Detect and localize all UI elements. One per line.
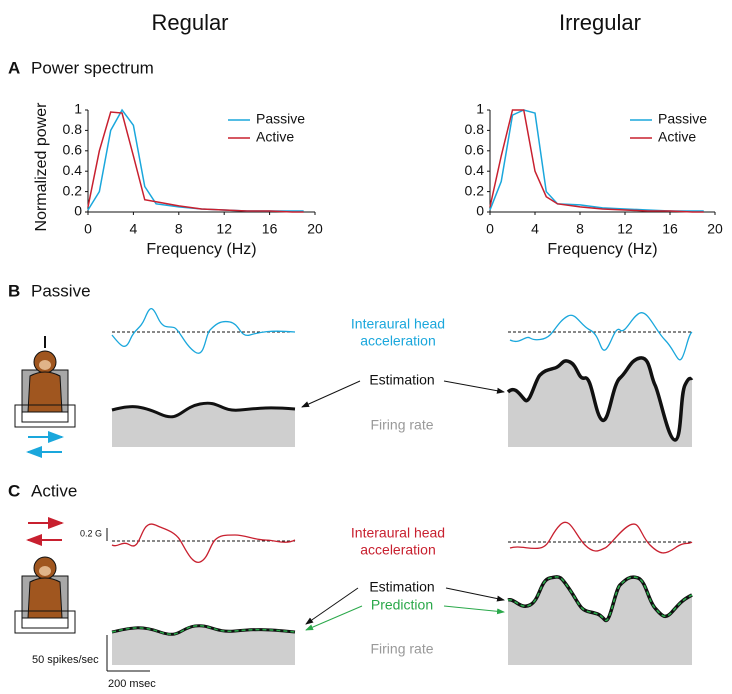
x-tick-label: 8 bbox=[576, 221, 584, 237]
y-axis-label: Normalized power bbox=[33, 102, 50, 232]
x-tick-label: 4 bbox=[130, 221, 138, 237]
annotation: Estimation bbox=[369, 372, 434, 388]
x-axis-label: Frequency (Hz) bbox=[146, 241, 256, 258]
scale-label: 200 msec bbox=[108, 678, 156, 690]
legend-label: Passive bbox=[256, 111, 305, 127]
scale-label: 50 spikes/sec bbox=[32, 654, 99, 666]
legend-label: Passive bbox=[658, 111, 707, 127]
x-tick-label: 4 bbox=[531, 221, 539, 237]
panel-title: Power spectrum bbox=[31, 58, 154, 77]
line-series bbox=[87, 111, 304, 213]
annotation: acceleration bbox=[360, 333, 436, 349]
annotation: Interaural head bbox=[351, 525, 445, 541]
active-traces bbox=[106, 521, 693, 672]
x-tick-label: 16 bbox=[662, 221, 678, 237]
panel-letter: A bbox=[8, 58, 20, 77]
legend-label: Active bbox=[658, 129, 696, 145]
column-title: Regular bbox=[151, 10, 228, 35]
y-tick-label: 1 bbox=[476, 101, 484, 117]
x-tick-label: 20 bbox=[307, 221, 323, 237]
y-tick-label: 1 bbox=[74, 101, 82, 117]
annotation: Estimation bbox=[369, 579, 434, 595]
panel-title: Passive bbox=[31, 281, 91, 300]
panel-letter: C bbox=[8, 481, 20, 500]
x-tick-label: 12 bbox=[617, 221, 633, 237]
scale-label: 0.2 G bbox=[80, 528, 102, 538]
x-tick-label: 0 bbox=[486, 221, 494, 237]
x-tick-label: 0 bbox=[84, 221, 92, 237]
x-tick-label: 16 bbox=[262, 221, 278, 237]
y-tick-label: 0.2 bbox=[63, 182, 83, 198]
monkey-icon bbox=[14, 336, 76, 634]
column-title: Irregular bbox=[559, 10, 641, 35]
y-tick-label: 0.6 bbox=[63, 142, 83, 158]
y-tick-label: 0.8 bbox=[63, 121, 83, 137]
annotation: Firing rate bbox=[370, 641, 433, 657]
y-tick-label: 0.4 bbox=[63, 162, 83, 178]
passive-traces bbox=[111, 307, 694, 447]
line-series bbox=[489, 109, 704, 213]
x-tick-label: 8 bbox=[175, 221, 183, 237]
annotation: Firing rate bbox=[370, 417, 433, 433]
x-tick-label: 20 bbox=[707, 221, 723, 237]
x-axis-label: Frequency (Hz) bbox=[547, 241, 657, 258]
annotation: acceleration bbox=[360, 542, 436, 558]
annotation: Prediction bbox=[371, 597, 433, 613]
x-tick-label: 12 bbox=[216, 221, 232, 237]
annotation: Interaural head bbox=[351, 316, 445, 332]
y-tick-label: 0.8 bbox=[465, 121, 485, 137]
y-tick-label: 0.4 bbox=[465, 162, 485, 178]
panel-letter: B bbox=[8, 281, 20, 300]
panel-title: Active bbox=[31, 481, 77, 500]
y-tick-label: 0.6 bbox=[465, 142, 485, 158]
y-tick-label: 0 bbox=[74, 203, 82, 219]
y-tick-label: 0.2 bbox=[465, 182, 485, 198]
legend-label: Active bbox=[256, 129, 294, 145]
y-tick-label: 0 bbox=[476, 203, 484, 219]
